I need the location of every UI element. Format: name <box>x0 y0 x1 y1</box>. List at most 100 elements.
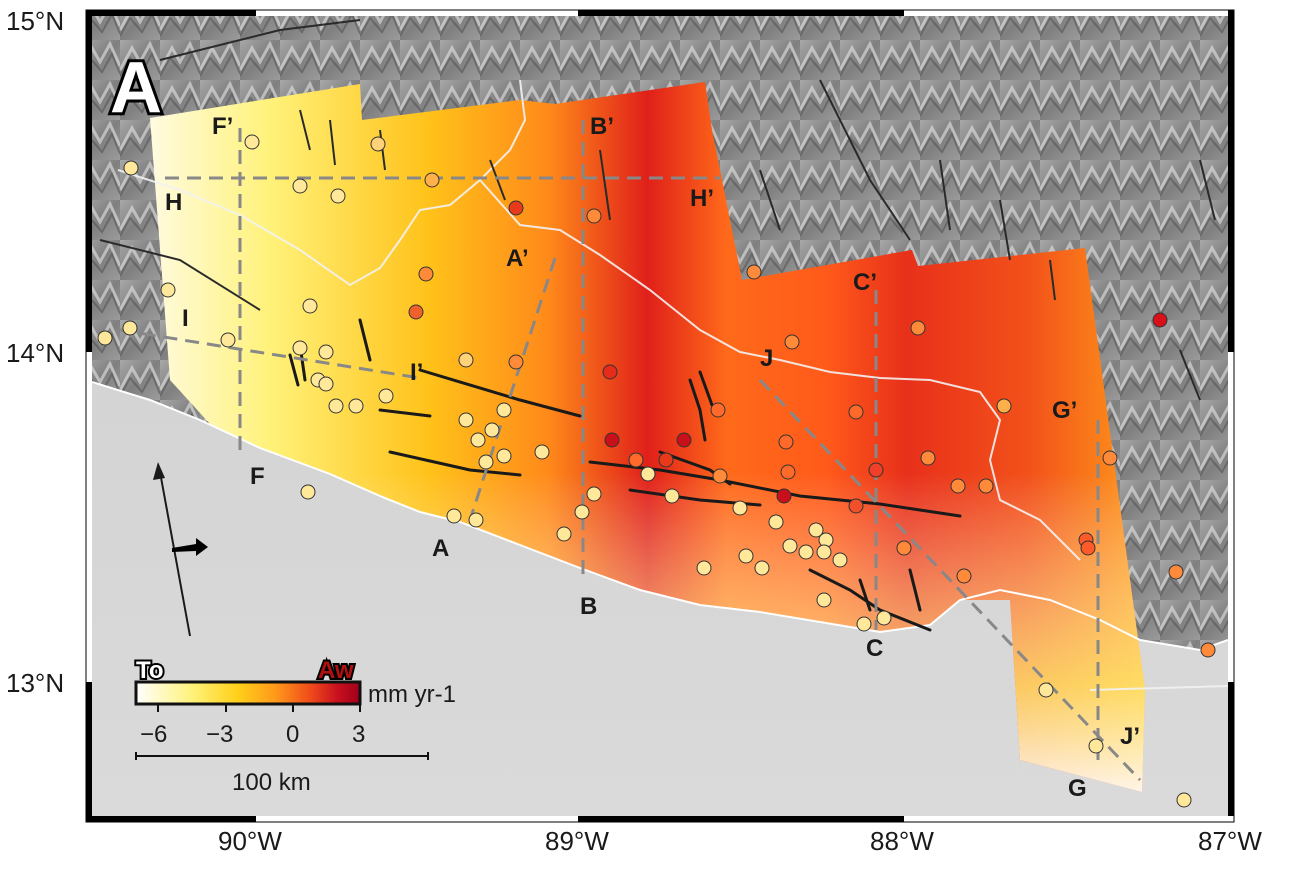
gnss-station-marker <box>496 448 512 464</box>
gnss-station-marker <box>508 200 524 216</box>
gnss-station-marker <box>446 508 462 524</box>
scale-bar-label: 100 km <box>232 769 311 796</box>
gnss-station-marker <box>318 376 334 392</box>
gnss-station-marker <box>574 504 590 520</box>
gnss-station-marker <box>778 434 794 450</box>
gnss-station-marker <box>856 616 872 632</box>
gnss-station-marker <box>484 422 500 438</box>
lat-label-13n: 13°N <box>6 668 64 698</box>
gnss-station-marker <box>816 544 832 560</box>
gnss-station-marker <box>628 452 644 468</box>
profile-label-c: C <box>866 635 883 662</box>
gnss-stations <box>97 134 1216 808</box>
gnss-station-marker <box>370 136 386 152</box>
profile-labels: A’ A B’ B C’ C F’ F G’ G H’ H I’ I J’ J <box>165 113 1140 802</box>
gnss-station-marker <box>896 540 912 556</box>
gnss-station-marker <box>782 538 798 554</box>
profile-lines <box>119 120 1142 782</box>
gnss-station-marker <box>978 478 994 494</box>
gnss-station-marker <box>328 398 344 414</box>
profile-label-h: H <box>165 189 182 216</box>
gnss-station-marker <box>458 352 474 368</box>
profile-label-j: J <box>760 345 773 372</box>
lat-label-14n: 14°N <box>6 338 64 368</box>
gnss-station-marker <box>950 478 966 494</box>
gnss-station-marker <box>664 488 680 504</box>
colorbar-unit: mm yr-1 <box>368 681 456 708</box>
gnss-station-marker <box>556 526 572 542</box>
gnss-station-marker <box>160 282 176 298</box>
gnss-station-marker <box>920 450 936 466</box>
gnss-station-marker <box>604 432 620 448</box>
gnss-station-marker <box>418 266 434 282</box>
gnss-station-marker <box>754 560 770 576</box>
coastline <box>92 381 1228 652</box>
heading-arrow-icon <box>159 471 191 637</box>
gnss-station-marker <box>478 454 494 470</box>
lon-label-90w: 90°W <box>218 826 282 856</box>
profile-label-j-prime: J’ <box>1120 723 1140 750</box>
gnss-station-marker <box>586 486 602 502</box>
profile-label-i: I <box>182 305 189 332</box>
gnss-station-marker <box>534 444 550 460</box>
gnss-station-marker <box>244 134 260 150</box>
profile-label-b-prime: B’ <box>590 113 614 140</box>
gnss-station-marker <box>123 160 139 176</box>
gnss-station-marker <box>696 560 712 576</box>
gnss-station-marker <box>378 388 394 404</box>
gnss-station-marker <box>1200 642 1216 658</box>
gnss-station-marker <box>732 500 748 516</box>
gnss-station-marker <box>1080 540 1096 556</box>
profile-label-b: B <box>580 593 597 620</box>
gnss-station-marker <box>318 344 334 360</box>
gnss-station-marker <box>470 432 486 448</box>
colorbar-tick-label: −3 <box>206 721 233 748</box>
gnss-station-marker <box>956 568 972 584</box>
colorbar-left-label: To <box>136 657 164 684</box>
gnss-station-marker <box>746 264 762 280</box>
gnss-station-marker <box>768 514 784 530</box>
gnss-station-marker <box>738 548 754 564</box>
country-border <box>117 79 1228 691</box>
profile-label-g: G <box>1068 775 1087 802</box>
gnss-station-marker <box>330 188 346 204</box>
gnss-station-marker <box>220 332 236 348</box>
profile-label-i-prime: I’ <box>410 359 423 386</box>
gnss-station-marker <box>348 398 364 414</box>
profile-label-a: A <box>432 535 449 562</box>
gnss-station-marker <box>776 488 792 504</box>
gnss-station-marker <box>302 298 318 314</box>
profile-label-h-prime: H’ <box>690 185 714 212</box>
gnss-station-marker <box>1152 312 1168 328</box>
colorbar-tick-label: 0 <box>286 721 299 748</box>
gnss-station-marker <box>640 466 656 482</box>
gnss-station-marker <box>832 552 848 568</box>
gnss-station-marker <box>784 334 800 350</box>
gnss-station-marker <box>676 432 692 448</box>
gnss-station-marker <box>710 402 726 418</box>
scale-bar: 100 km <box>135 752 429 796</box>
look-direction-arrow-icon <box>172 538 208 556</box>
colorbar: To Aw mm yr-1 −6 −3 0 3 <box>134 655 456 748</box>
colorbar-ramp <box>134 680 362 706</box>
profile-label-f-prime: F’ <box>212 113 233 140</box>
gnss-station-marker <box>292 340 308 356</box>
gnss-station-marker <box>300 484 316 500</box>
gnss-station-marker <box>508 354 524 370</box>
gnss-station-marker <box>408 304 424 320</box>
gnss-station-marker <box>780 464 796 480</box>
fault-lines-thin <box>99 19 1216 401</box>
gnss-station-marker <box>1102 450 1118 466</box>
gnss-station-marker <box>798 544 814 560</box>
gnss-station-marker <box>1168 564 1184 580</box>
gnss-station-marker <box>658 452 674 468</box>
profile-label-a-prime: A’ <box>506 245 529 272</box>
colorbar-right-label: Aw <box>318 657 354 684</box>
profile-label-g-prime: G’ <box>1052 397 1077 424</box>
colorbar-tick-label: 3 <box>352 721 365 748</box>
lon-label-89w: 89°W <box>545 826 609 856</box>
gnss-station-marker <box>97 330 113 346</box>
gnss-station-marker <box>292 178 308 194</box>
gnss-station-marker <box>458 412 474 428</box>
